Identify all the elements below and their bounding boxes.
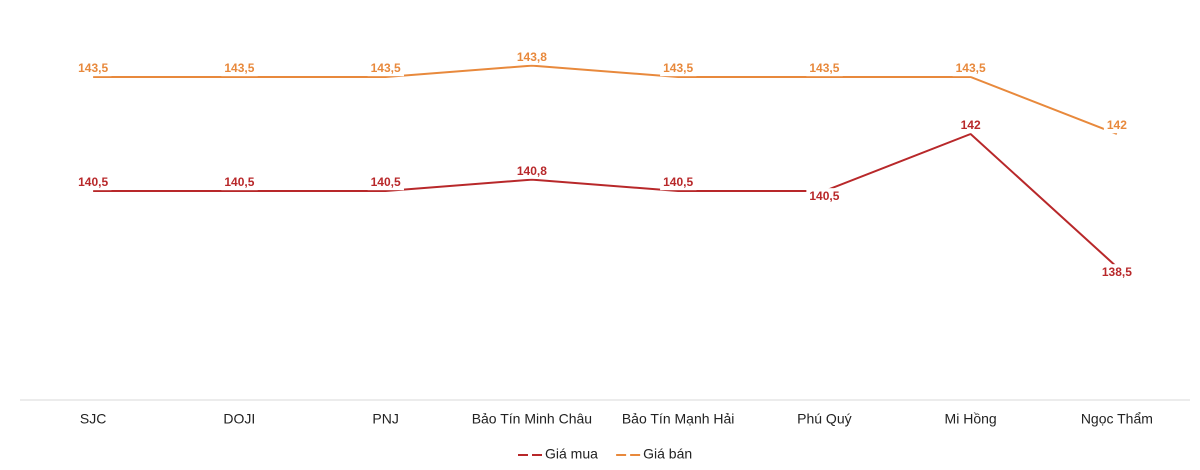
value-label: 143,5 — [371, 61, 401, 75]
value-label: 143,8 — [517, 50, 547, 64]
label-bg — [660, 174, 697, 191]
x-tick-label: Phú Quý — [797, 411, 851, 427]
value-label: 140,5 — [809, 189, 839, 203]
value-label-group: 143,5 — [806, 60, 843, 77]
value-label: 140,5 — [224, 175, 254, 189]
label-bg — [952, 60, 989, 77]
line-series — [93, 132, 1118, 268]
x-tick-label: DOJI — [223, 411, 255, 427]
x-tick-label: Bảo Tín Minh Châu — [472, 411, 592, 427]
label-bg — [221, 174, 258, 191]
value-label: 140,5 — [371, 175, 401, 189]
x-tick-label: Mi Hồng — [945, 411, 997, 427]
value-label: 140,5 — [78, 175, 108, 189]
value-label: 138,5 — [1102, 265, 1132, 279]
value-label-group: 143,8 — [513, 48, 551, 65]
value-label: 140,5 — [663, 175, 693, 189]
value-label-group: 143,5 — [221, 60, 258, 77]
label-bg — [957, 117, 984, 134]
value-label-group: 143,5 — [75, 60, 112, 77]
value-label-group: 140,5 — [806, 188, 843, 205]
label-bg — [513, 48, 551, 65]
value-label-group: 143,5 — [952, 60, 989, 77]
value-label-group: 142 — [1103, 117, 1131, 134]
value-label-group: 140,5 — [367, 174, 404, 191]
value-label-group: 142 — [957, 117, 984, 134]
label-bg — [367, 174, 404, 191]
value-label-group: 143,5 — [367, 60, 404, 77]
label-bg — [1098, 264, 1136, 281]
value-label-group: 143,5 — [660, 60, 697, 77]
label-bg — [806, 188, 843, 205]
label-bg — [75, 60, 112, 77]
label-bg — [221, 60, 258, 77]
value-label: 142 — [961, 118, 981, 132]
value-label-group: 140,5 — [660, 174, 697, 191]
value-label-group: 140,5 — [75, 174, 112, 191]
legend-label: Giá bán — [643, 446, 692, 462]
label-bg — [367, 60, 404, 77]
value-label: 143,5 — [224, 61, 254, 75]
label-bg — [75, 174, 112, 191]
value-label: 142 — [1107, 118, 1127, 132]
label-bg — [1103, 117, 1131, 134]
x-tick-label: Bảo Tín Mạnh Hải — [622, 411, 735, 427]
label-bg — [660, 60, 697, 77]
legend-label: Giá mua — [545, 446, 598, 462]
value-label-group: 140,5 — [221, 174, 258, 191]
value-label: 143,5 — [663, 61, 693, 75]
value-label: 143,5 — [956, 61, 986, 75]
x-tick-label: SJC — [80, 411, 106, 427]
value-label-group: 140,8 — [513, 162, 551, 179]
value-label: 143,5 — [809, 61, 839, 75]
line-series — [93, 64, 1118, 135]
value-label: 140,8 — [517, 164, 547, 178]
label-bg — [513, 162, 551, 179]
value-label: 143,5 — [78, 61, 108, 75]
x-tick-label: Ngọc Thẩm — [1081, 411, 1153, 427]
label-bg — [806, 60, 843, 77]
value-label-group: 138,5 — [1098, 264, 1136, 281]
x-tick-label: PNJ — [372, 411, 398, 427]
